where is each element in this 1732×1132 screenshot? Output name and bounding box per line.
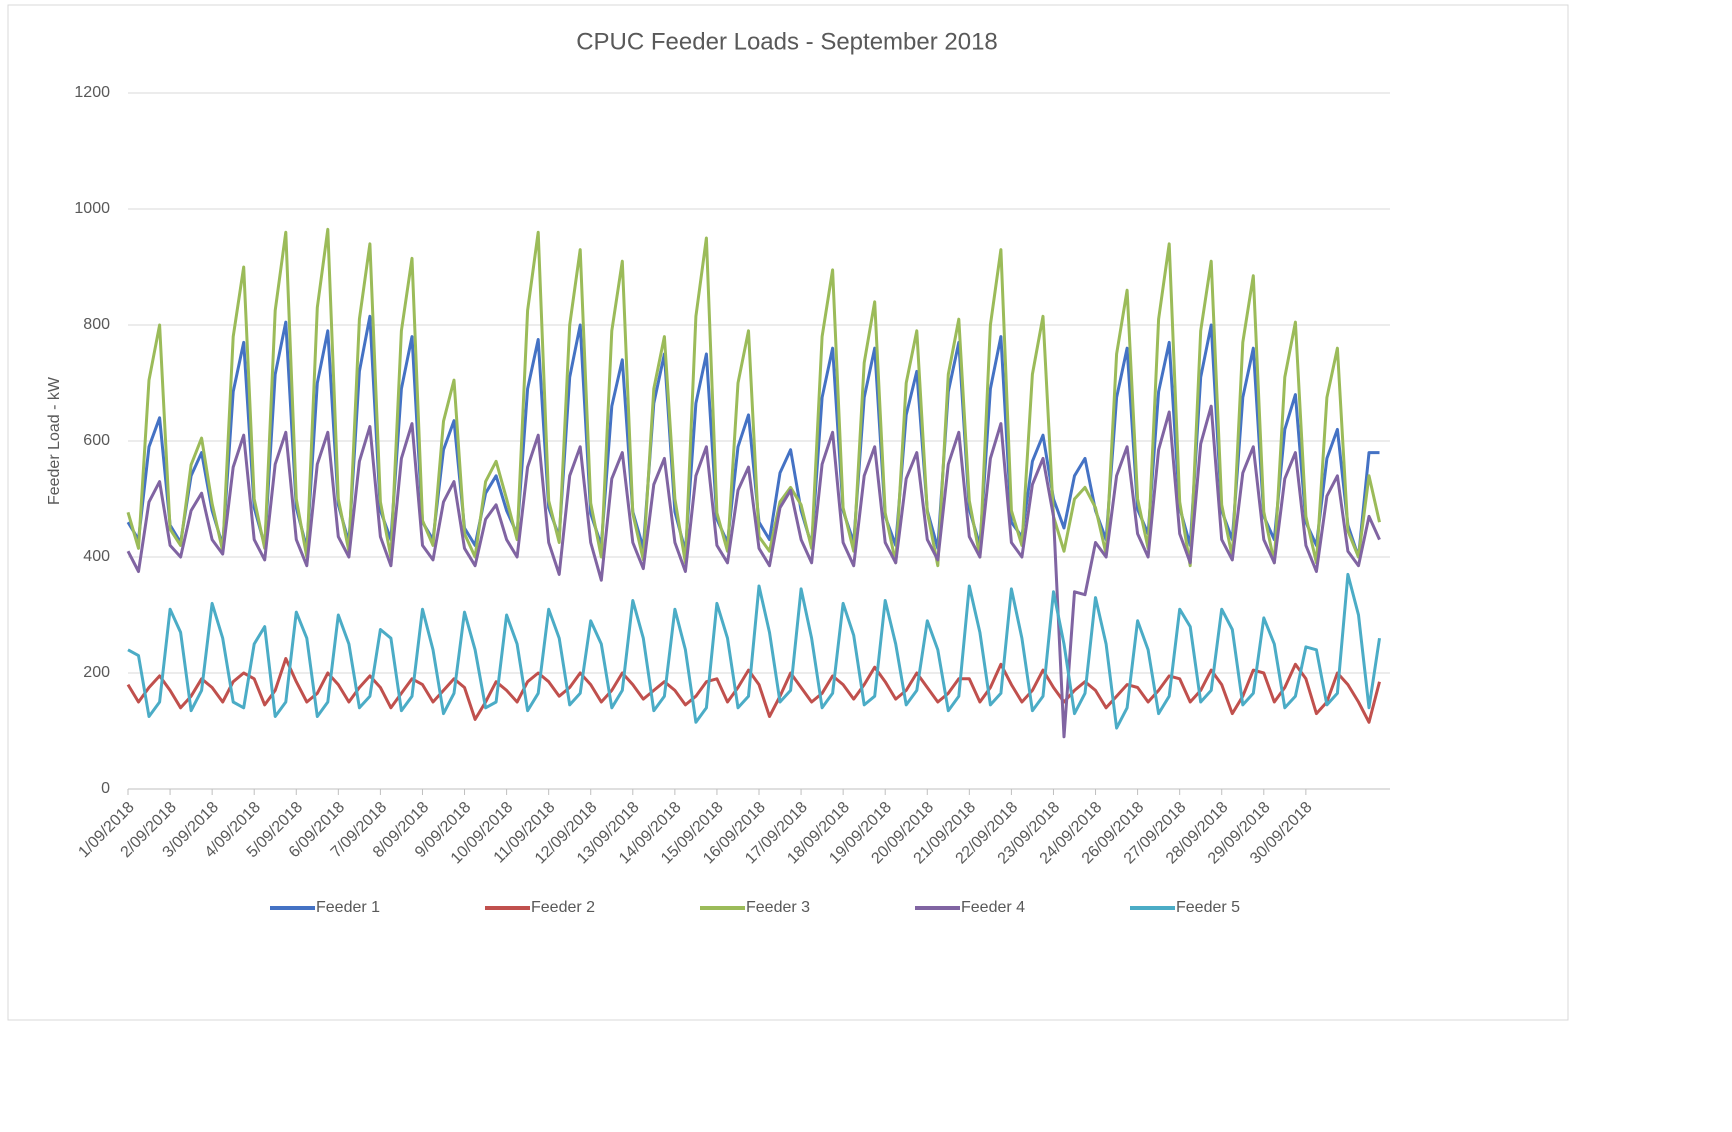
y-tick-label: 400 [83, 548, 110, 565]
legend-label: Feeder 1 [316, 899, 380, 916]
y-tick-label: 200 [83, 664, 110, 681]
y-tick-label: 1200 [74, 84, 110, 101]
chart-border [7, 4, 1569, 1021]
legend-label: Feeder 4 [961, 899, 1025, 916]
legend-label: Feeder 5 [1176, 899, 1240, 916]
chart-title: CPUC Feeder Loads - September 2018 [576, 28, 998, 55]
legend-label: Feeder 3 [746, 899, 810, 916]
series-line [126, 227, 1381, 568]
y-tick-label: 1000 [74, 200, 110, 217]
legend-label: Feeder 2 [531, 899, 595, 916]
series-line [127, 572, 1381, 730]
series-line [126, 404, 1381, 739]
y-tick-label: 0 [101, 780, 110, 797]
y-tick-label: 600 [83, 432, 110, 449]
y-axis-label: Feeder Load - kW [46, 376, 63, 505]
y-tick-label: 800 [83, 316, 110, 333]
